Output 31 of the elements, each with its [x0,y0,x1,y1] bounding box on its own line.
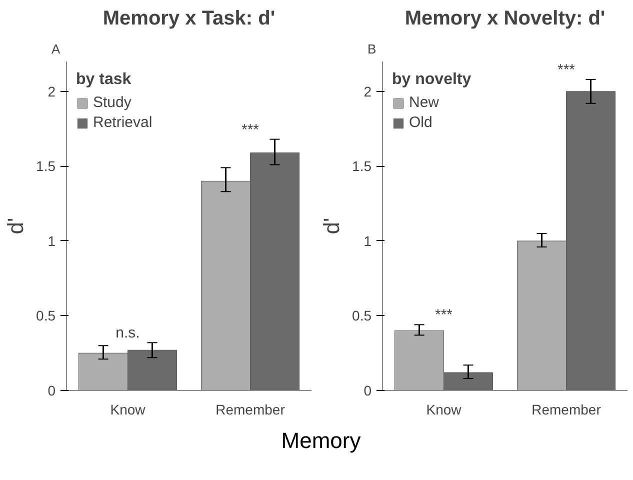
y-tick-label: 0.5 [36,308,56,324]
legend-label: Study [93,94,132,111]
y-tick-label: 1.5 [352,158,372,174]
y-tick-label: 0.5 [352,308,372,324]
y-axis-title: d' [3,218,28,234]
text: B [368,42,376,56]
legend-title: by novelty [392,71,472,89]
y-tick-label: 1 [364,232,372,249]
y-tick-label: 2 [364,83,372,100]
chart-title: Memory x Novelty: d' [404,8,606,30]
legend-label: Old [409,114,432,131]
legend-label: New [409,94,440,111]
x-tick-label: Remember [216,402,286,418]
x-axis-title: Memory [281,427,361,455]
annotation: *** [557,61,576,78]
x-tick-label: Remember [532,402,602,418]
text: A [52,42,60,56]
x-tick-label: Know [426,402,462,418]
y-tick-label: 1.5 [36,158,56,174]
y-tick-label: 2 [48,83,56,100]
annotation: *** [434,306,453,324]
legend-label: Retrieval [93,114,152,131]
y-tick-label: 0 [48,382,56,398]
annotation: *** [241,121,260,138]
chart-title: Memory x Task: d' [102,8,276,30]
x-tick-label: Know [110,402,146,418]
y-axis-title: d' [319,218,344,234]
legend-title: by task [76,71,132,89]
y-tick-label: 0 [364,382,372,398]
y-tick-label: 1 [48,232,56,249]
annotation: n.s. [116,324,140,342]
